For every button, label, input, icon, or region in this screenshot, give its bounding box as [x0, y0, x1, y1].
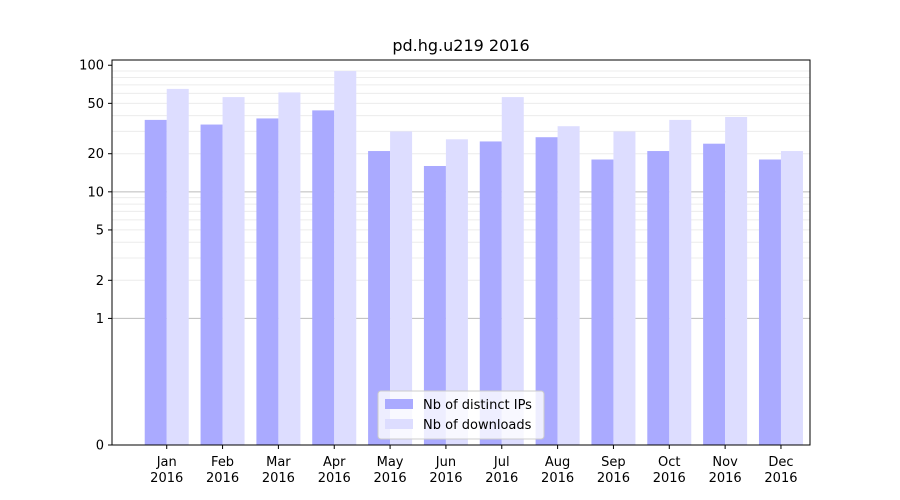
bar-downloads: [166, 88, 189, 445]
x-tick-label-year: 2016: [374, 471, 407, 486]
bar-downloads: [445, 139, 468, 445]
x-tick-label-month: Nov: [712, 455, 738, 470]
bar-downloads: [557, 126, 580, 446]
legend-swatch: [385, 419, 413, 429]
bar-distinct-ips: [591, 159, 614, 445]
bars: [144, 71, 803, 446]
x-tick-label-year: 2016: [653, 471, 686, 486]
bar-downloads: [780, 151, 803, 445]
x-tick-label-month: Jan: [156, 455, 177, 470]
x-tick-label-year: 2016: [709, 471, 742, 486]
legend-label: Nb of distinct IPs: [423, 398, 532, 413]
bar-downloads: [390, 131, 413, 445]
y-tick-label: 1: [96, 312, 104, 327]
bar-distinct-ips: [479, 141, 502, 445]
x-tick-label-month: Oct: [658, 455, 680, 470]
x-tick-label-year: 2016: [597, 471, 630, 486]
legend-swatch: [385, 399, 413, 409]
x-tick-label-month: Jul: [493, 455, 510, 470]
bar-distinct-ips: [312, 110, 335, 445]
legend-label: Nb of downloads: [423, 418, 532, 433]
chart-title: pd.hg.u219 2016: [392, 36, 529, 55]
x-tick-label-year: 2016: [541, 471, 574, 486]
legend: Nb of distinct IPs Nb of downloads: [377, 390, 545, 440]
x-tick-label-month: Aug: [545, 455, 570, 470]
bar-distinct-ips: [535, 137, 558, 446]
x-tick-label-month: Jun: [435, 455, 456, 470]
bar-downloads: [222, 97, 245, 446]
x-tick-label-year: 2016: [262, 471, 295, 486]
bar-distinct-ips: [758, 159, 781, 445]
bar-distinct-ips: [423, 165, 446, 446]
bar-downloads: [278, 92, 301, 446]
y-tick-label: 50: [87, 97, 104, 112]
x-tick-label-year: 2016: [318, 471, 351, 486]
x-tick-label-year: 2016: [764, 471, 797, 486]
bar-distinct-ips: [144, 119, 167, 445]
x-tick-label-month: Feb: [211, 455, 234, 470]
y-tick-label: 100: [79, 59, 104, 74]
bar-downloads: [725, 117, 748, 446]
y-tick-label: 2: [96, 274, 104, 289]
x-tick-label-year: 2016: [429, 471, 462, 486]
y-axis: 0 1 2 5 10 20 50 100: [79, 59, 112, 454]
x-axis: Jan2016Feb2016Mar2016Apr2016May2016Jun20…: [150, 445, 798, 486]
x-tick-label-month: Dec: [768, 455, 793, 470]
x-tick-label-year: 2016: [150, 471, 183, 486]
bar-downloads: [334, 71, 357, 446]
x-tick-label-month: Apr: [323, 455, 346, 470]
bar-downloads: [501, 97, 524, 446]
y-tick-label: 0: [96, 439, 104, 454]
x-tick-label-year: 2016: [485, 471, 518, 486]
x-tick-label-month: Mar: [266, 455, 291, 470]
x-tick-label-year: 2016: [206, 471, 239, 486]
y-tick-label: 20: [87, 147, 104, 162]
y-tick-label: 5: [96, 223, 104, 238]
bar-distinct-ips: [703, 143, 726, 445]
plot-frame: [111, 59, 811, 446]
x-tick-label-month: Sep: [601, 455, 626, 470]
bar-downloads: [613, 131, 636, 445]
bar-distinct-ips: [368, 151, 391, 445]
bar-distinct-ips: [256, 118, 279, 445]
bar-distinct-ips: [647, 151, 670, 445]
x-tick-label-month: May: [377, 455, 404, 470]
bar-distinct-ips: [200, 124, 223, 445]
legend-box: [377, 390, 545, 440]
bar-downloads: [669, 119, 692, 445]
y-tick-label: 10: [87, 185, 104, 200]
